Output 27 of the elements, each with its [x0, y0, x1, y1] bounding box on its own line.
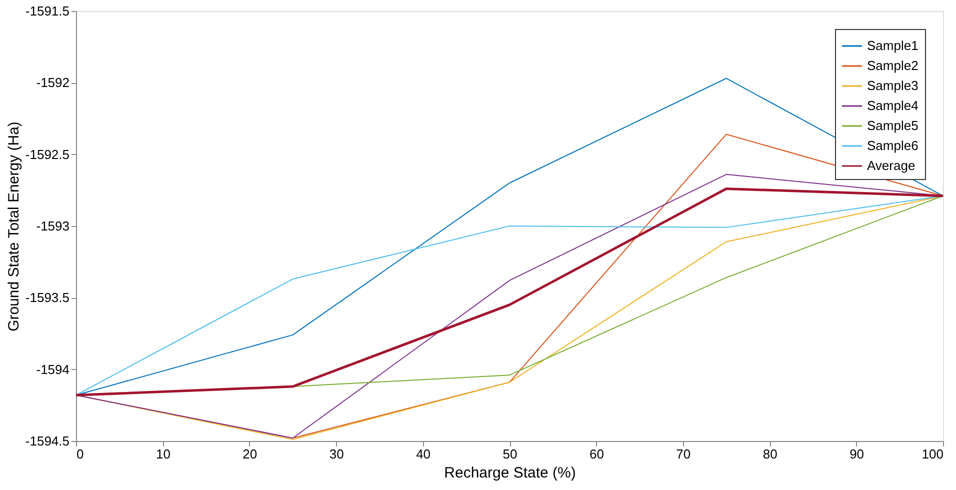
x-tick-label: 80 — [762, 446, 778, 462]
x-tick-label: 100 — [922, 446, 944, 462]
x-tick-label: 70 — [676, 446, 691, 462]
x-tick-label: 50 — [502, 446, 518, 462]
x-tick-label: 10 — [156, 446, 170, 462]
y-tick-label: -1591.5 — [25, 4, 70, 18]
legend-label: Average — [867, 158, 916, 173]
x-tick-label: 60 — [589, 446, 604, 462]
x-tick-label: 30 — [329, 446, 344, 462]
legend-label: Sample1 — [867, 38, 918, 53]
x-axis-title: Recharge State (%) — [444, 464, 576, 482]
y-tick-label: -1594.5 — [25, 434, 70, 448]
x-tick-label: 20 — [242, 446, 258, 462]
legend-label: Sample2 — [867, 58, 918, 73]
x-tick-label: 90 — [850, 446, 864, 462]
legend-label: Sample6 — [867, 138, 918, 153]
y-axis-title: Ground State Total Energy (Ha) — [5, 122, 22, 332]
legend-label: Sample4 — [867, 98, 918, 113]
y-tick-label: -1592 — [36, 75, 70, 90]
x-tick-label: 0 — [76, 446, 84, 462]
y-tick-label: -1593 — [36, 218, 70, 234]
y-tick-label: -1592.5 — [25, 146, 70, 162]
y-tick-label: -1593.5 — [25, 290, 70, 306]
legend-label: Sample5 — [867, 118, 918, 133]
x-tick-label: 40 — [416, 446, 431, 462]
y-tick-label: -1594 — [36, 362, 70, 377]
legend-label: Sample3 — [867, 78, 918, 93]
